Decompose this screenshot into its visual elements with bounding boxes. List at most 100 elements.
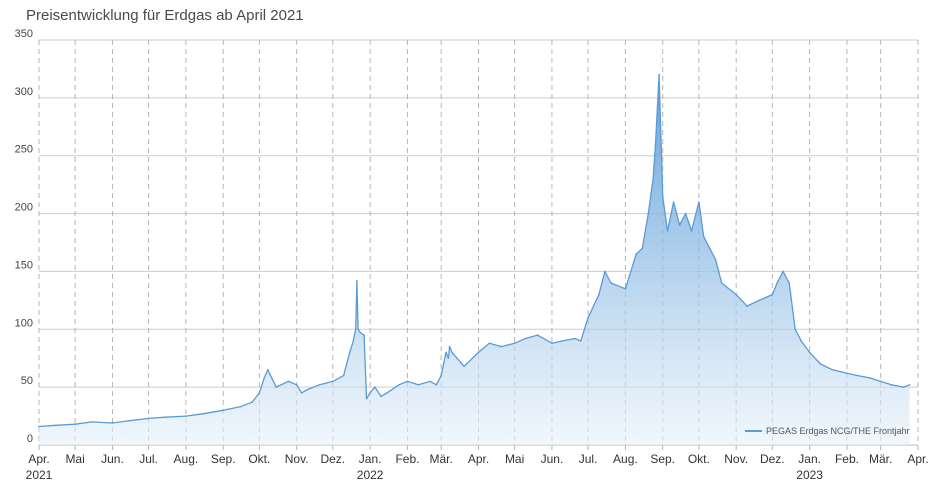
- y-tick-label: 250: [15, 144, 33, 156]
- x-tick-label: Sep.: [650, 452, 675, 466]
- x-tick-label: Aug.: [174, 452, 199, 466]
- data-point: [239, 406, 241, 408]
- data-point: [306, 388, 309, 391]
- data-point: [300, 392, 303, 394]
- data-point: [808, 351, 811, 354]
- data-point: [658, 73, 660, 76]
- data-point: [598, 293, 600, 296]
- data-point: [678, 224, 681, 226]
- data-point: [758, 299, 760, 302]
- data-point: [800, 340, 802, 342]
- data-point: [831, 369, 834, 371]
- x-tick-label: Apr.: [907, 452, 928, 466]
- legend-label: PEGAS Erdgas NCG/THE Frontjahr: [766, 426, 910, 436]
- x-tick-label: Apr.: [28, 452, 49, 466]
- data-point: [287, 380, 290, 383]
- data-point: [342, 374, 345, 377]
- data-point: [435, 384, 438, 386]
- data-point: [263, 377, 266, 379]
- data-point: [365, 397, 368, 400]
- x-tick-label: Jun.: [541, 452, 564, 466]
- data-point: [890, 384, 893, 386]
- data-point: [604, 270, 606, 273]
- data-point: [500, 345, 503, 348]
- data-point: [91, 421, 93, 423]
- data-point: [857, 374, 859, 377]
- data-point: [647, 212, 650, 215]
- data-point: [524, 337, 527, 340]
- y-tick-label: 150: [15, 259, 33, 271]
- data-point: [819, 363, 822, 365]
- data-point: [782, 270, 784, 273]
- data-point: [654, 143, 657, 145]
- data-point: [295, 384, 298, 386]
- data-point: [574, 337, 576, 340]
- data-point: [702, 235, 705, 238]
- data-point: [652, 178, 654, 180]
- data-point: [587, 316, 589, 319]
- data-point: [846, 372, 848, 375]
- data-point: [477, 351, 480, 354]
- data-point: [398, 384, 400, 386]
- data-point: [788, 282, 790, 284]
- x-tick-label: Jan.: [798, 452, 821, 466]
- data-point: [406, 380, 409, 383]
- series-area-fill: [39, 74, 910, 445]
- data-point: [275, 386, 278, 388]
- data-point: [359, 332, 362, 334]
- x-tick-label: Jul.: [139, 452, 158, 466]
- data-point: [318, 384, 321, 386]
- data-point: [879, 380, 882, 383]
- x-tick-label: Nov.: [724, 452, 748, 466]
- data-point: [354, 328, 357, 331]
- data-point: [610, 282, 612, 284]
- data-point: [672, 201, 675, 203]
- data-point: [445, 351, 447, 354]
- data-point: [74, 423, 76, 426]
- data-point: [332, 380, 334, 383]
- data-point: [417, 384, 420, 386]
- data-point: [348, 351, 351, 354]
- data-point: [147, 417, 150, 420]
- x-tick-label: Feb.: [395, 452, 419, 466]
- data-point: [352, 340, 355, 342]
- data-point: [624, 288, 627, 290]
- data-point: [666, 230, 669, 232]
- x-tick-label: Nov.: [285, 452, 309, 466]
- x-tick-label: Okt.: [688, 452, 710, 466]
- x-tick-label: Sep.: [211, 452, 236, 466]
- data-point: [698, 201, 700, 203]
- y-tick-label: 200: [15, 202, 33, 214]
- data-point: [267, 369, 269, 371]
- chart-title: Preisentwicklung für Erdgas ab April 202…: [26, 7, 304, 24]
- x-tick-label: Mär.: [869, 452, 892, 466]
- data-point: [463, 365, 465, 368]
- data-point: [363, 334, 365, 336]
- x-tick-year-label: 2022: [357, 468, 384, 482]
- x-tick-label: Okt.: [248, 452, 270, 466]
- data-point: [38, 425, 40, 428]
- data-point: [185, 415, 187, 417]
- x-tick-label: Jun.: [101, 452, 124, 466]
- data-point: [429, 380, 432, 383]
- data-point: [580, 340, 582, 342]
- y-tick-label: 50: [21, 375, 33, 387]
- x-tick-label: Mai: [505, 452, 524, 466]
- series-line: [38, 74, 910, 428]
- data-point: [714, 259, 717, 261]
- data-point: [374, 386, 376, 388]
- data-point: [720, 282, 723, 284]
- data-point: [551, 342, 553, 345]
- data-point: [128, 419, 131, 422]
- data-point: [202, 413, 204, 415]
- data-point: [447, 357, 450, 360]
- x-tick-year-label: 2021: [26, 468, 53, 482]
- data-point: [708, 247, 711, 250]
- x-tick-label: Jul.: [579, 452, 598, 466]
- data-point: [869, 377, 871, 379]
- y-tick-label: 0: [27, 433, 33, 445]
- data-point: [908, 384, 911, 386]
- data-point: [735, 293, 737, 296]
- data-point: [386, 392, 388, 394]
